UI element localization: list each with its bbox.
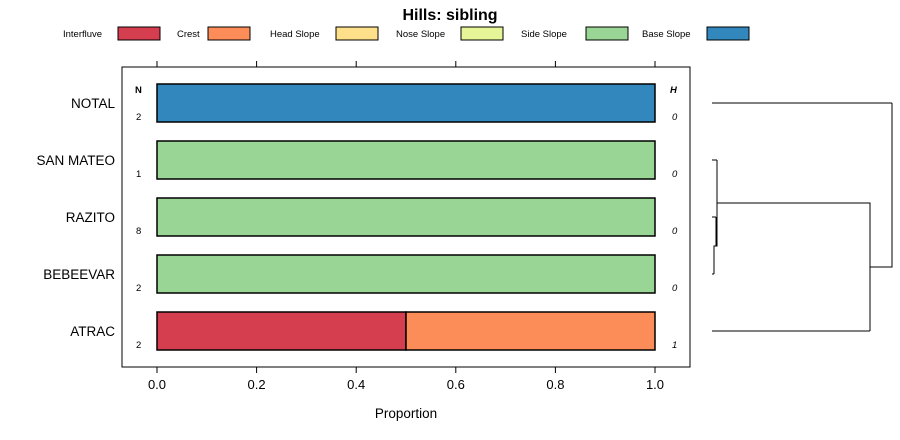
h-header: H (670, 85, 678, 96)
legend-label-side-slope: Side Slope (521, 29, 567, 40)
h-value-san-mateo: 0 (672, 169, 678, 180)
legend-swatch-base-slope (706, 26, 750, 41)
x-axis-title: Proportion (375, 406, 437, 421)
h-value-razito: 0 (672, 226, 678, 237)
x-tick-label-0-8: 0.8 (546, 377, 564, 392)
dendrogram-join-san-mateo-cluster (716, 160, 718, 247)
n-value-san-mateo: 1 (136, 169, 141, 180)
dendrogram (712, 102, 893, 332)
legend-swatch-crest (207, 26, 251, 41)
chart-title: Hills: sibling (402, 7, 497, 24)
n-value-bebeevar: 2 (136, 283, 141, 294)
plot-panel (121, 66, 691, 368)
legend-label-base-slope: Base Slope (642, 29, 691, 40)
bar-atrac-crest (405, 311, 656, 351)
category-label-atrac: ATRAC (70, 324, 115, 339)
bar-razito-side-slope (156, 197, 656, 237)
bar-atrac-interfluve (156, 311, 407, 351)
legend-label-interfluve: Interfluve (63, 29, 102, 40)
legend-label-head-slope: Head Slope (270, 29, 320, 40)
bar-bebeevar-side-slope (156, 254, 656, 294)
category-label-razito: RAZITO (66, 210, 115, 225)
bar-san-mateo-side-slope (156, 140, 656, 180)
x-tick-label-0-2: 0.2 (248, 377, 266, 392)
n-value-notal: 2 (136, 112, 141, 123)
h-value-notal: 0 (672, 112, 678, 123)
bars-group (156, 83, 656, 351)
h-value-bebeevar: 0 (672, 283, 678, 294)
legend-label-crest: Crest (177, 29, 200, 40)
axes-group: 0.0 0.2 0.4 0.6 0.8 1.0 (148, 61, 664, 392)
dendrogram-join-atrac-cluster (717, 202, 871, 331)
legend-swatch-head-slope (335, 26, 379, 41)
x-tick-label-0-4: 0.4 (347, 377, 365, 392)
category-label-notal: NOTAL (71, 96, 115, 111)
dendrogram-root (870, 103, 893, 268)
legend-swatch-nose-slope (460, 26, 504, 41)
legend-label-nose-slope: Nose Slope (396, 29, 445, 40)
legend-swatch-side-slope (585, 26, 629, 41)
n-header: N (135, 85, 142, 96)
row-labels: NOTAL 2 0 SAN MATEO 1 0 RAZITO 8 0 BEBEEVAR 2 0 ATRA… (36, 96, 678, 351)
x-tick-label-0-0: 0.0 (148, 377, 166, 392)
n-value-atrac: 2 (136, 340, 141, 351)
bar-notal-base-slope (156, 83, 656, 123)
dendrogram-join-razito-bebeevar (713, 217, 717, 274)
x-tick-label-1-0: 1.0 (646, 377, 664, 392)
h-value-atrac: 1 (672, 340, 677, 351)
n-value-razito: 8 (136, 226, 141, 237)
category-label-san-mateo: SAN MATEO (36, 153, 115, 168)
legend-swatch-interfluve (117, 26, 161, 41)
category-label-bebeevar: BEBEEVAR (43, 267, 115, 282)
x-tick-label-0-6: 0.6 (447, 377, 465, 392)
legend: Interfluve Crest Head Slope Nose Slope Side … (63, 26, 750, 41)
